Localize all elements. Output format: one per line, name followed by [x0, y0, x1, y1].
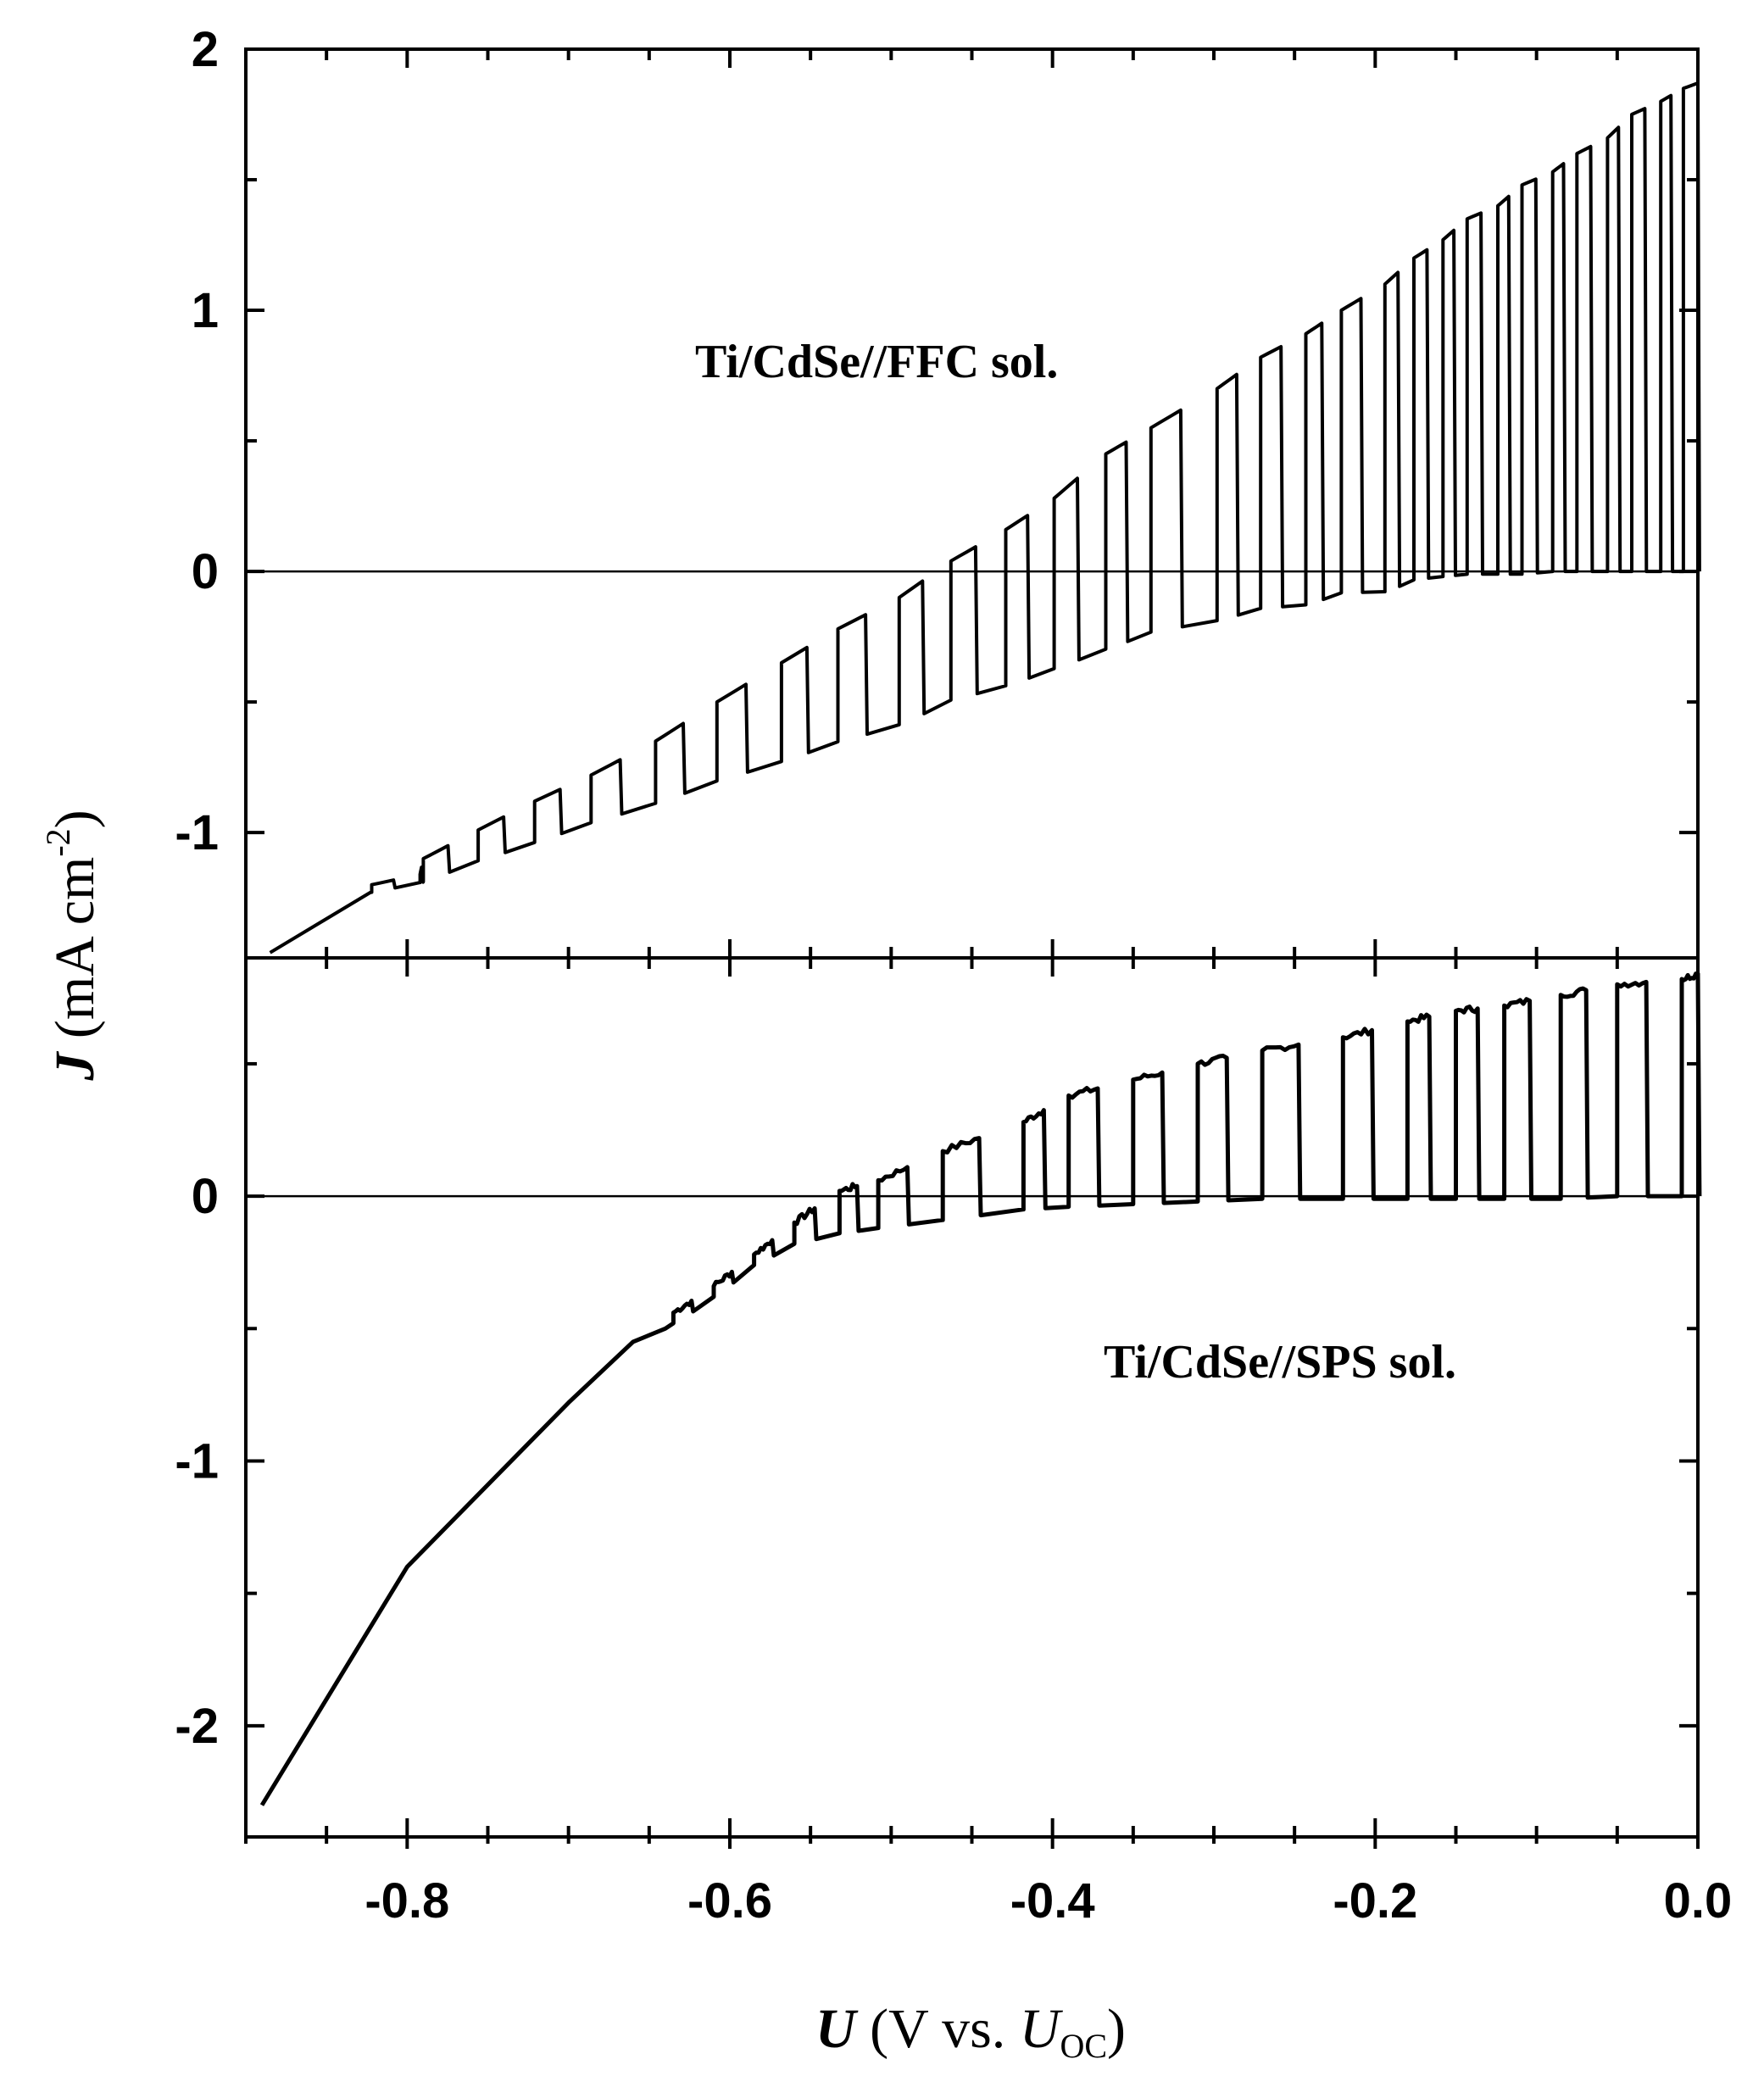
- x-tick-label: -0.8: [364, 1873, 449, 1928]
- bottom-series-line: [259, 971, 1702, 1806]
- y-axis-unit: (mA cm: [44, 857, 106, 1053]
- x-axis-subscript: OC: [1060, 2027, 1107, 2065]
- x-axis-symbol: U: [815, 1998, 859, 2060]
- top-panel-annotation: Ti/CdSe//FFC sol.: [695, 336, 1058, 388]
- y-tick-label: 0: [192, 544, 219, 599]
- tick-marks: [244, 47, 1700, 1849]
- x-tick-label: -0.4: [1010, 1873, 1095, 1928]
- y-tick-label: 0: [192, 1169, 219, 1224]
- y-tick-label: -2: [175, 1699, 219, 1754]
- bottom-y-tick-labels: 0 -1 -2: [175, 1169, 219, 1754]
- x-tick-labels: -0.8 -0.6 -0.4 -0.2 0.0: [364, 1873, 1732, 1928]
- bottom-panel-annotation: Ti/CdSe//SPS sol.: [1104, 1336, 1456, 1389]
- y-tick-label: 1: [192, 283, 219, 338]
- x-tick-label: -0.6: [687, 1873, 772, 1928]
- top-y-tick-labels: 2 1 0 -1: [175, 22, 219, 860]
- x-axis-close: ): [1107, 1998, 1126, 2060]
- y-axis-title: J (mA cm-2): [39, 810, 106, 1081]
- x-tick-label: 0.0: [1664, 1873, 1733, 1928]
- y-tick-label: -1: [175, 805, 219, 860]
- y-tick-label: 2: [192, 22, 219, 77]
- y-axis-exponent: -2: [39, 828, 77, 856]
- x-axis-title: U (V vs. UOC): [815, 1998, 1126, 2065]
- y-tick-label: -1: [175, 1433, 219, 1489]
- x-axis-symbol-2: U: [1020, 1998, 1064, 2060]
- x-axis-unit: (V vs.: [856, 1998, 1020, 2060]
- svg-text:J (mA cm-2): J (mA cm-2): [39, 810, 106, 1081]
- y-axis-close: ): [44, 810, 106, 828]
- top-panel-frame: [244, 47, 1700, 960]
- x-tick-label: -0.2: [1333, 1873, 1417, 1928]
- top-series-line: [269, 81, 1701, 954]
- y-axis-symbol: J: [44, 1051, 106, 1082]
